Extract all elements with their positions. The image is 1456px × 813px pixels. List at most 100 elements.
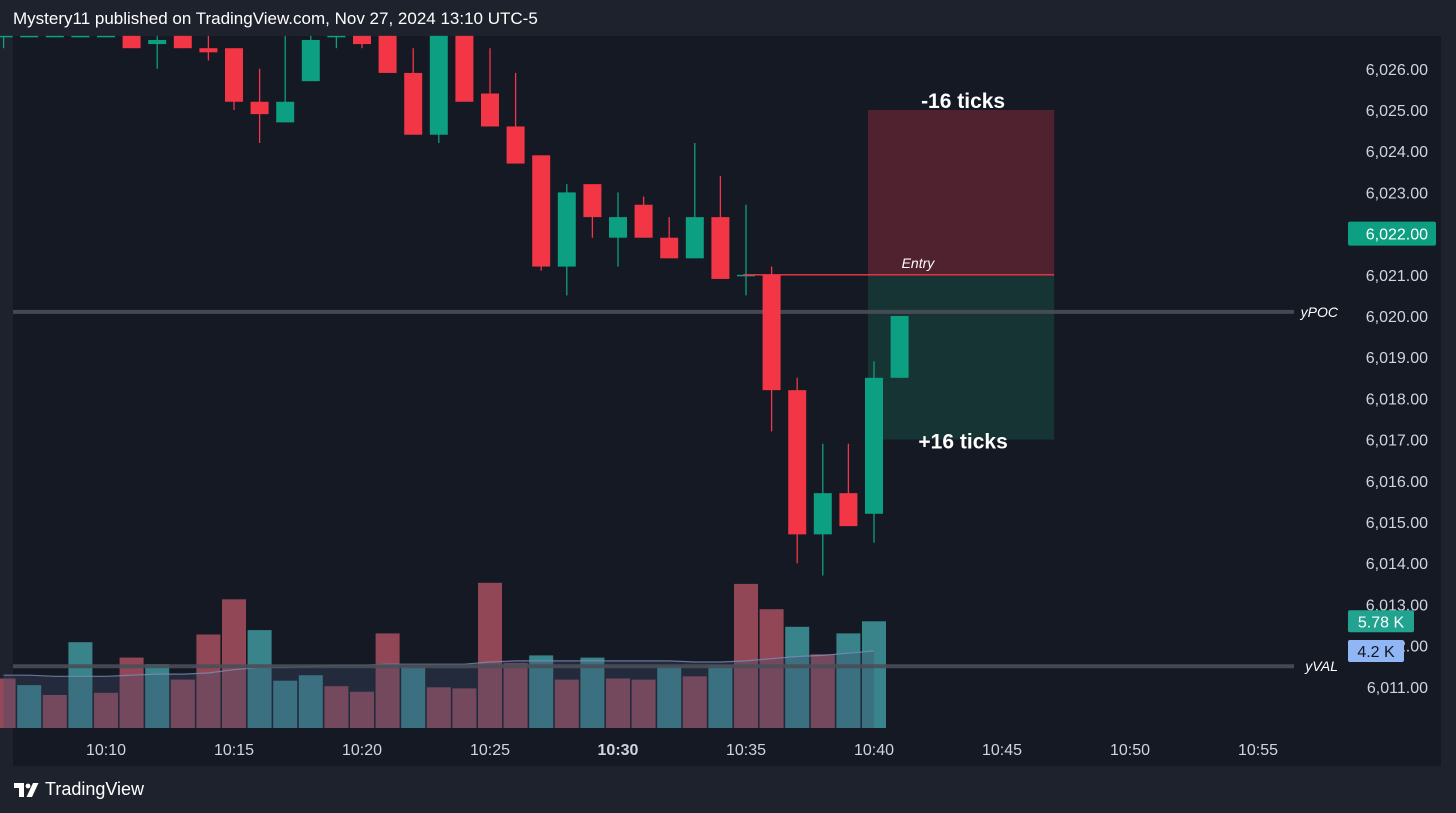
candle-body — [250, 101, 269, 115]
candle-body — [532, 155, 551, 267]
candle-body — [327, 35, 346, 38]
candle-body — [609, 217, 627, 238]
price-tick-label: 6,024.00 — [1366, 144, 1428, 161]
candle-body — [276, 101, 295, 123]
volume-bar — [247, 630, 272, 728]
volume-bar — [170, 679, 195, 728]
price-axis[interactable]: 6,026.00 6,025.00 6,024.00 6,023.00 6,022.00… — [1348, 62, 1436, 697]
candle-body — [71, 35, 90, 38]
volume-ma-area — [3, 651, 875, 728]
candle-body — [404, 72, 423, 135]
time-axis[interactable]: 10:10 10:15 10:20 10:25 10:30 10:35 10:40 10:45… — [86, 742, 1278, 759]
candle-body — [378, 35, 397, 73]
volume-bar — [17, 685, 42, 728]
reward-ticks-label: +16 ticks — [918, 431, 1007, 454]
candle-body — [97, 35, 115, 38]
price-tick-label: 6,021.00 — [1366, 268, 1428, 285]
candles — [0, 35, 909, 576]
risk-ticks-label: -16 ticks — [921, 90, 1005, 113]
time-tick-label: 10:20 — [342, 742, 382, 759]
last-volume-label: 5.78 K — [1358, 614, 1405, 631]
entry-label: Entry — [902, 255, 936, 271]
volume-bar — [222, 599, 246, 728]
footer-brand[interactable]: TradingView — [13, 779, 144, 800]
volume-bar — [785, 626, 810, 728]
price-tick-label: 6,015.00 — [1366, 515, 1428, 532]
time-tick-label: 10:40 — [854, 742, 894, 759]
time-tick-label: 10:10 — [86, 742, 126, 759]
price-tick-label: 6,023.00 — [1366, 185, 1428, 202]
time-tick-label: 10:25 — [470, 742, 510, 759]
published-header: Mystery11 published on TradingView.com, … — [13, 9, 538, 29]
position-zones — [868, 110, 1055, 440]
volume-pane — [0, 582, 886, 728]
candle-body — [813, 493, 832, 535]
candle-body — [122, 35, 141, 49]
average-volume-label: 4.2 K — [1357, 644, 1395, 661]
time-tick-label: 10:30 — [598, 742, 639, 759]
candle-body — [865, 377, 883, 514]
candle-body — [788, 390, 807, 535]
volume-bar — [119, 657, 144, 728]
published-text: Mystery11 published on TradingView.com, … — [13, 9, 538, 28]
candle-body — [685, 217, 704, 259]
price-tick-label: 6,013.00 — [1366, 597, 1428, 614]
volume-bar — [68, 642, 93, 728]
volume-bar — [606, 678, 630, 728]
volume-bar — [708, 665, 733, 728]
last-price-label: 6,022.00 — [1366, 227, 1428, 244]
average-volume-badge — [1348, 640, 1404, 662]
volume-bar — [759, 609, 784, 728]
candle-body — [481, 93, 499, 127]
candle-body — [455, 35, 474, 102]
last-price-badge — [1348, 221, 1436, 246]
price-tick-label: 6,025.00 — [1366, 103, 1428, 120]
volume-bar — [682, 676, 707, 728]
time-tick-label: 10:35 — [726, 742, 766, 759]
candle-body — [583, 184, 602, 218]
volume-bar — [478, 582, 502, 728]
time-tick-label: 10:55 — [1238, 742, 1278, 759]
price-levels: yPOC yVAL — [13, 304, 1339, 674]
price-tick-label: 6,019.00 — [1366, 350, 1428, 367]
volume-bar — [273, 680, 298, 728]
candle-body — [737, 274, 755, 277]
volume-bar — [401, 666, 426, 728]
candle-body — [353, 35, 371, 45]
volume-bar — [375, 633, 400, 728]
price-tick-label: 6,020.00 — [1366, 309, 1428, 326]
candle-body — [148, 39, 167, 45]
volume-bar — [836, 633, 861, 728]
candle-body — [557, 192, 576, 267]
candle-body — [0, 35, 13, 38]
candle-body — [225, 48, 243, 102]
volume-bar — [426, 687, 451, 728]
price-tick-label: 6,011.00 — [1367, 680, 1428, 697]
candle-body — [20, 35, 39, 38]
candle-body — [429, 35, 448, 135]
candle-body — [301, 39, 320, 82]
volume-bar — [298, 675, 323, 728]
volume-bar — [554, 679, 579, 728]
annotations: Entry -16 ticks +16 ticks — [743, 90, 1055, 454]
volume-bar — [452, 688, 477, 728]
candle-body — [890, 316, 909, 378]
price-tick-label: 6,014.00 — [1366, 556, 1428, 573]
last-volume-badge — [1348, 610, 1414, 633]
candle-body — [660, 237, 679, 259]
candle-body — [711, 217, 730, 279]
time-tick-label: 10:45 — [982, 742, 1022, 759]
volume-bar — [503, 663, 528, 728]
brand-name: TradingView — [45, 779, 145, 799]
price-tick-label: 6,017.00 — [1366, 433, 1428, 450]
price-tick-label: 6,026.00 — [1366, 62, 1428, 79]
candle-body — [634, 204, 653, 238]
volume-bar — [734, 583, 758, 728]
volume-bar — [631, 679, 656, 728]
candle-body — [506, 126, 525, 164]
volume-bar — [580, 657, 605, 728]
volume-bar — [0, 678, 16, 728]
risk-zone — [868, 110, 1055, 275]
level-label-ypoc: yPOC — [1300, 304, 1339, 320]
